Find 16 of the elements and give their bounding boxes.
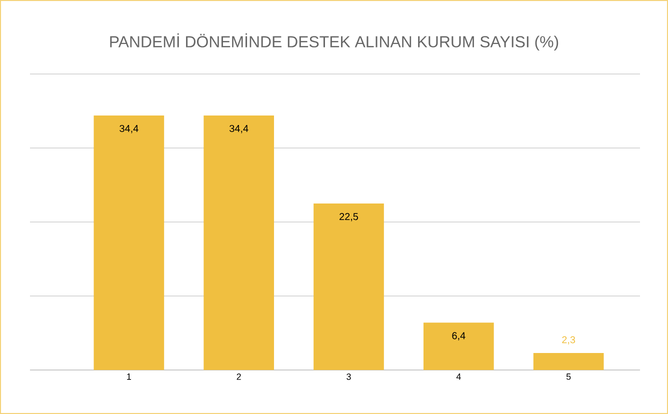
data-label: 6,4 xyxy=(452,332,466,340)
x-tick-label: 3 xyxy=(346,374,351,380)
data-label: 2,3 xyxy=(562,336,576,344)
data-label: 34,4 xyxy=(120,124,138,134)
x-tick-label: 2 xyxy=(236,374,241,380)
bar xyxy=(94,115,164,370)
bar xyxy=(533,352,604,370)
x-tick-label: 1 xyxy=(127,374,131,380)
bar xyxy=(204,115,274,370)
x-tick-label: 5 xyxy=(566,374,571,380)
bar xyxy=(423,322,494,370)
data-label: 22,5 xyxy=(340,213,358,222)
bar xyxy=(314,204,384,370)
data-label: 34,4 xyxy=(230,124,248,134)
chart-title: PANDEMİ DÖNEMİNDE DESTEK ALINAN KURUM SAYISI (%) xyxy=(110,33,558,51)
x-tick-label: 4 xyxy=(456,374,461,380)
